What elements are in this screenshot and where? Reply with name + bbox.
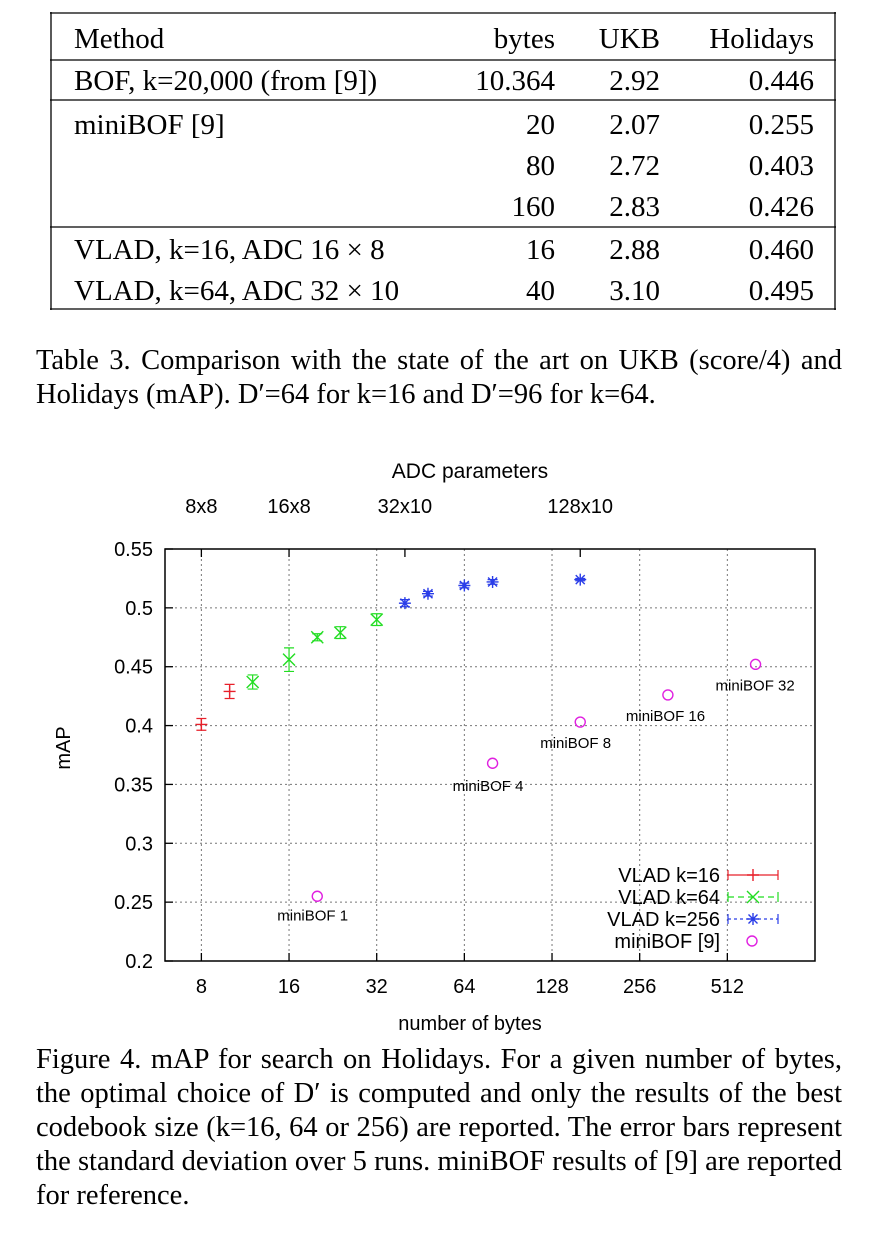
table-cell-holidays: 0.403 [749,150,814,182]
data-point [486,575,499,588]
top-tick-label: 32x10 [378,496,433,518]
legend-label: VLAD k=16 [618,865,720,887]
data-point [662,689,674,701]
chart-marks: miniBOF 1 miniBOF 4 miniBOF 8 miniBOF 16 min… [195,573,795,924]
data-point [458,579,471,592]
table-header-bytes: bytes [494,23,555,55]
x-axis-title: number of bytes [398,1013,541,1035]
table-cell-bytes: 10.364 [475,65,555,97]
table-cell-holidays: 0.446 [749,65,814,97]
y-tick-label: 0.3 [125,833,153,855]
data-point [398,597,411,610]
data-point [370,613,384,627]
table-cell-holidays: 0.255 [749,109,814,141]
table-cell-bytes: 20 [526,109,555,141]
data-point [311,890,323,902]
table-cell-holidays: 0.426 [749,191,814,223]
legend-entry: VLAD k=256 [607,909,779,931]
table-cell-method: miniBOF [9] [74,109,225,141]
table-cell-ukb: 2.72 [609,150,660,182]
y-tick-label: 0.5 [125,598,153,620]
table-cell-holidays: 0.460 [749,234,814,266]
x-tick-label: 64 [453,976,475,998]
table-cell-bytes: 80 [526,150,555,182]
table-cell-bytes: 160 [512,191,556,223]
data-point [749,658,762,671]
table-header-holidays: Holidays [709,23,814,55]
table-header-method: Method [74,23,165,55]
legend-marker [746,935,758,947]
table-cell-ukb: 2.92 [609,65,660,97]
y-tick-label: 0.4 [125,716,153,738]
y-tick-label: 0.45 [114,657,153,679]
x-tick-label: 128 [535,976,568,998]
point-label: miniBOF 16 [626,708,705,725]
data-point [574,573,587,586]
y-tick-label: 0.2 [125,951,153,973]
top-tick-label: 16x8 [267,496,310,518]
legend-entry: miniBOF [9] [614,931,758,953]
table-cell-ukb: 2.83 [609,191,660,223]
legend-entry: VLAD k=64 [618,887,779,909]
legend-errcap [727,914,779,924]
table-cell-ukb: 3.10 [609,275,660,307]
data-point [195,718,208,731]
legend-marker [746,890,760,904]
series-vlad-k-16 [195,683,236,731]
top-tick-label: 8x8 [185,496,217,518]
table-cell-bytes: 40 [526,275,555,307]
data-point [246,675,260,689]
data-point [310,630,324,644]
legend-errcap [727,892,779,902]
axes: 8 16 32 64 128 256 512 0.2 0.25 0.3 0.35 0.4 0.45 0.5… [53,460,816,1035]
y-tick-label: 0.25 [114,892,153,914]
x-tick-label: 256 [623,976,656,998]
legend-label: VLAD k=256 [607,909,720,931]
plot-frame [164,548,816,962]
top-tick-label: 128x10 [547,496,613,518]
x-tick-label: 32 [366,976,388,998]
data-point [282,653,296,667]
table-cell-method: VLAD, k=16, ADC 16 × 8 [74,234,385,266]
table-cell-ukb: 2.07 [609,109,660,141]
data-point [421,587,434,600]
comparison-table: Method bytes UKB Holidays BOF, k=20,000 … [50,12,836,310]
point-label: miniBOF 32 [716,677,795,694]
legend-errcap [727,870,779,880]
series-vlad-k-256 [398,573,587,610]
data-point [574,716,586,728]
table-cell-method: VLAD, k=64, ADC 32 × 10 [74,275,399,307]
legend-entry: VLAD k=16 [618,865,779,887]
legend-label: VLAD k=64 [618,887,720,909]
point-label: miniBOF 4 [453,778,524,795]
map-chart: 8 16 32 64 128 256 512 0.2 0.25 0.3 0.35 0.4 0.45 0.5… [53,460,816,1035]
series-vlad-k-64 [246,613,384,690]
x-tick-label: 8 [196,976,207,998]
x2-axis-title: ADC parameters [392,460,548,483]
table-cell-ukb: 2.88 [609,234,660,266]
data-point [223,685,236,698]
table-cell-bytes: 16 [526,234,555,266]
y-tick-label: 0.55 [114,539,153,561]
x-tick-label: 16 [278,976,300,998]
point-label: miniBOF 8 [540,735,611,752]
data-point [486,757,499,769]
table-cell-holidays: 0.495 [749,275,814,307]
table-cell-method: BOF, k=20,000 (from [9]) [74,65,377,97]
series-minibof-9: miniBOF 1 miniBOF 4 miniBOF 8 miniBOF 16 min… [277,658,795,924]
x-tick-label: 512 [711,976,744,998]
data-point [333,626,347,640]
legend-label: miniBOF [9] [614,931,720,953]
table-header-ukb: UKB [599,23,660,55]
y-tick-label: 0.35 [114,774,153,796]
table-caption: Table 3. Comparison with the state of th… [36,345,842,410]
legend-marker [747,913,759,925]
legend-marker [747,869,759,881]
y-axis-title: mAP [53,726,75,769]
point-label: miniBOF 1 [277,907,348,924]
figure-caption: Figure 4. mAP for search on Holidays. Fo… [36,1044,842,1211]
